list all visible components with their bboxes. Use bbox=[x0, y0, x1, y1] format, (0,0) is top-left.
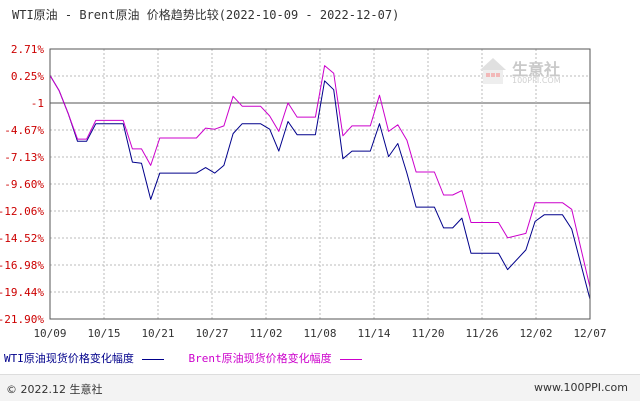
y-tick-label: -4.67% bbox=[4, 124, 44, 137]
y-tick-label: -7.13% bbox=[4, 151, 44, 164]
watermark-text: 生意社 bbox=[512, 60, 561, 79]
x-tick-label: 11/26 bbox=[465, 327, 498, 340]
y-tick-label: -19.44% bbox=[0, 286, 44, 299]
footer-left-text: 2022.12 生意社 bbox=[20, 383, 103, 396]
y-tick-label: 2.71% bbox=[11, 43, 44, 56]
house-logo-icon bbox=[480, 58, 506, 84]
x-tick-label: 10/27 bbox=[195, 327, 228, 340]
legend-line-brent bbox=[339, 358, 362, 360]
x-tick-label: 10/21 bbox=[141, 327, 174, 340]
footer-bar: © 2022.12 生意社 www.100PPI.com bbox=[0, 374, 640, 401]
x-axis-ticks: 10/09 10/15 10/21 10/27 11/02 11/08 11/14 11/20… bbox=[33, 327, 606, 340]
x-tick-label: 12/07 bbox=[573, 327, 606, 340]
plot-border bbox=[49, 48, 591, 320]
legend-line-wti bbox=[141, 358, 164, 360]
watermark-url: 100PPI.COM bbox=[512, 76, 561, 85]
y-tick-label: -12.06% bbox=[0, 205, 44, 218]
legend-item-brent: Brent原油现货价格变化幅度 bbox=[189, 351, 362, 367]
y-tick-label: -9.60% bbox=[4, 178, 44, 191]
x-tick-label: 11/02 bbox=[249, 327, 282, 340]
legend-item-wti: WTI原油现货价格变化幅度 bbox=[4, 351, 164, 367]
y-tick-label: -14.52% bbox=[0, 232, 44, 245]
copyright-icon: © bbox=[6, 383, 17, 396]
x-tick-label: 12/02 bbox=[519, 327, 552, 340]
x-tick-label: 11/20 bbox=[411, 327, 444, 340]
x-tick-label: 11/14 bbox=[357, 327, 390, 340]
y-tick-label: -1 bbox=[31, 97, 44, 110]
legend-label-wti: WTI原油现货价格变化幅度 bbox=[4, 352, 134, 365]
watermark-logo: 生意社 100PPI.COM bbox=[478, 54, 588, 94]
footer-copyright: © 2022.12 生意社 bbox=[6, 381, 102, 397]
legend: WTI原油现货价格变化幅度 Brent原油现货价格变化幅度 bbox=[4, 351, 380, 367]
series-brent-line bbox=[49, 65, 591, 288]
legend-label-brent: Brent原油现货价格变化幅度 bbox=[188, 352, 332, 365]
x-tick-label: 10/15 bbox=[87, 327, 120, 340]
series-lines bbox=[49, 65, 591, 300]
series-wti-line bbox=[49, 75, 591, 300]
y-tick-label: -21.90% bbox=[0, 313, 44, 326]
footer-link[interactable]: www.100PPI.com bbox=[534, 381, 628, 394]
x-tick-label: 10/09 bbox=[33, 327, 66, 340]
x-tick-label: 11/08 bbox=[303, 327, 336, 340]
chart-title: WTI原油 - Brent原油 价格趋势比较(2022-10-09 - 2022… bbox=[12, 8, 400, 22]
y-tick-label: -16.98% bbox=[0, 259, 44, 272]
y-tick-label: 0.25% bbox=[11, 70, 44, 83]
y-axis-ticks: 2.71% 0.25% -1 -4.67% -7.13% -9.60% -12.06% -14… bbox=[0, 43, 44, 326]
